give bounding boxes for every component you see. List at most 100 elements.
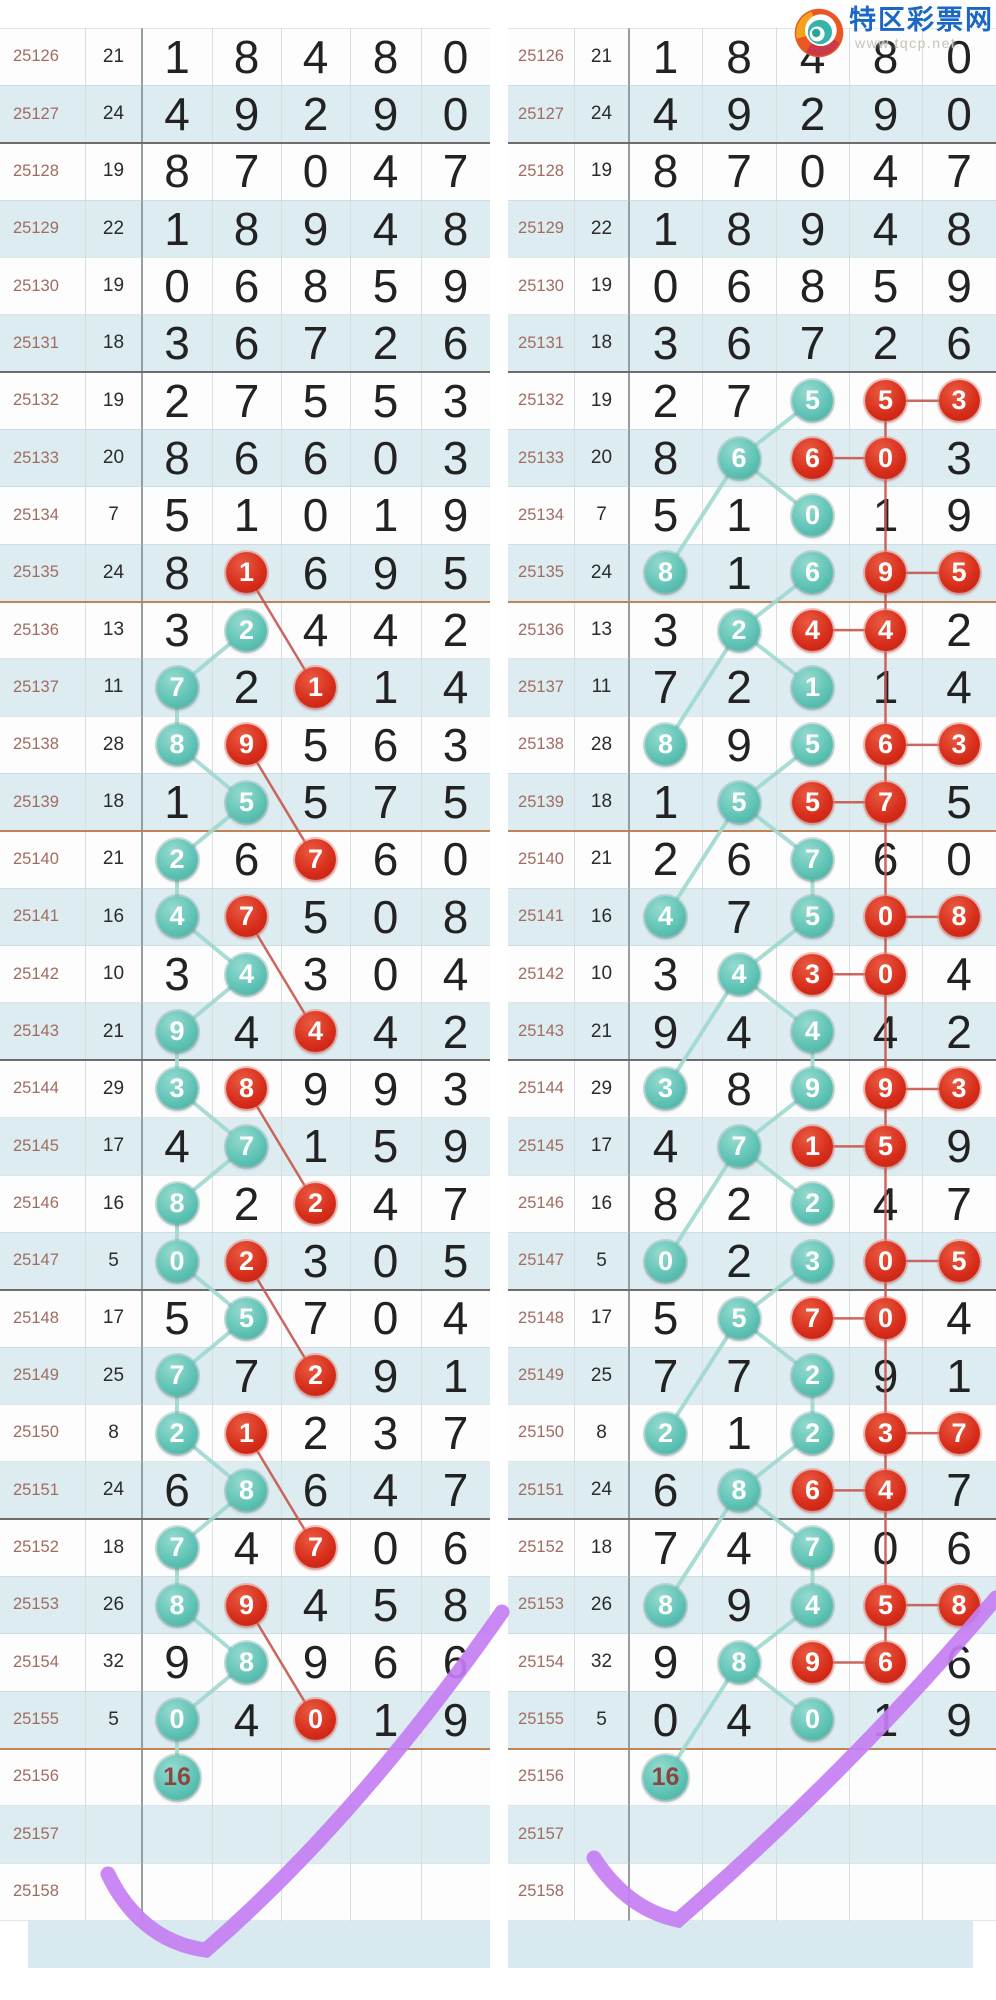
digit-cell: 2 — [233, 1177, 260, 1230]
trend-circle-red: 5 — [865, 1125, 906, 1167]
digit-cell: 5 — [302, 374, 329, 427]
digit-cell: 8 — [652, 1177, 679, 1230]
trend-circle-teal: 8 — [645, 1584, 686, 1626]
period-cell: 25150 — [518, 1423, 564, 1442]
digit-cell: 1 — [164, 30, 190, 83]
grid-hline — [508, 314, 996, 316]
sum-cell: 19 — [102, 160, 125, 182]
trend-circle-teal: 6 — [792, 552, 833, 594]
group-separator-line — [508, 1059, 996, 1062]
group-separator-line — [508, 1518, 996, 1521]
digit-cell: 4 — [652, 88, 679, 141]
digit-cell: 3 — [302, 948, 329, 1001]
table-row: 25131 18 3 6 7 2 6 — [508, 314, 996, 373]
digit-cell: 6 — [372, 833, 399, 886]
digit-cell: 9 — [946, 1120, 972, 1173]
digit-cell: 4 — [302, 30, 329, 83]
trend-circle-teal: 2 — [792, 1355, 833, 1397]
grid-hline — [508, 256, 996, 258]
period-cell: 25127 — [518, 104, 564, 123]
digit-cell: 7 — [726, 1349, 752, 1402]
sum-cell: 8 — [596, 1421, 607, 1443]
trend-circle-teal: 8 — [718, 1641, 760, 1683]
sum-cell: 17 — [590, 1307, 613, 1329]
group-separator-line — [0, 600, 490, 603]
grid-hline — [508, 658, 996, 660]
digit-cell: 5 — [372, 260, 399, 313]
sum-cell: 21 — [590, 848, 613, 870]
digit-cell: 6 — [946, 317, 972, 370]
trend-circle-red: 5 — [938, 552, 980, 594]
left-trend-table: 25126 21 1 8 4 8 0 25127 24 4 9 2 9 0 25128 19 8 7 0 4 7 2512… — [0, 27, 490, 1969]
period-cell: 25154 — [518, 1652, 564, 1671]
trend-circle-teal: 7 — [226, 1125, 267, 1167]
digit-cell: 0 — [302, 145, 329, 198]
digit-cell: 4 — [726, 1521, 752, 1574]
digit-cell: 4 — [372, 1177, 399, 1230]
grid-vline — [921, 28, 923, 1921]
digit-cell: 2 — [726, 1177, 752, 1230]
period-cell: 25144 — [13, 1079, 59, 1098]
period-cell: 25158 — [518, 1882, 564, 1901]
digit-cell: 1 — [372, 661, 399, 714]
grid-hline — [508, 945, 996, 947]
grid-hline — [508, 428, 996, 430]
sum-cell: 16 — [590, 1192, 613, 1214]
trend-circle-red: 2 — [295, 1183, 336, 1225]
period-cell: 25132 — [13, 391, 59, 410]
site-logo[interactable]: 特区彩票网 www.tqcp.net — [791, 5, 994, 66]
trend-circle-teal: 4 — [792, 1011, 833, 1053]
period-cell: 25132 — [518, 391, 564, 410]
sum-cell: 22 — [590, 217, 613, 239]
trend-circle-teal: 5 — [718, 781, 760, 823]
grid-hline — [0, 945, 490, 947]
sum-cell: 18 — [102, 791, 125, 813]
period-cell: 25156 — [518, 1767, 564, 1786]
trend-circle-red: 0 — [865, 1240, 906, 1282]
table-row: 25130 19 0 6 8 5 9 — [0, 257, 490, 315]
digit-cell: 3 — [164, 604, 190, 657]
sum-cell: 7 — [108, 504, 119, 526]
sum-cell: 18 — [590, 1536, 613, 1558]
period-cell: 25155 — [13, 1710, 59, 1729]
trend-circle-red: 3 — [865, 1412, 906, 1454]
trend-circle-red: 1 — [226, 552, 267, 594]
period-cell: 25151 — [13, 1480, 59, 1499]
trend-circle-teal: 0 — [645, 1240, 686, 1282]
trend-circle-teal: 8 — [156, 1183, 198, 1225]
trend-circle-teal: 8 — [156, 724, 198, 766]
digit-cell: 9 — [372, 88, 399, 141]
digit-cell: 5 — [302, 718, 329, 771]
trend-circle-red: 4 — [792, 609, 833, 651]
sum-cell: 24 — [590, 103, 613, 125]
digit-cell: 9 — [442, 260, 469, 313]
grid-hline — [508, 1174, 996, 1176]
sum-cell: 16 — [102, 905, 125, 927]
sum-cell: 17 — [102, 1307, 125, 1329]
trend-line — [663, 1145, 741, 1263]
digit-cell: 6 — [233, 260, 260, 313]
sum-cell: 5 — [596, 1249, 607, 1271]
trend-circle-red: 2 — [226, 1240, 267, 1282]
digit-cell: 8 — [442, 202, 469, 255]
trend-circle-teal: 2 — [792, 1412, 833, 1454]
table-row: 25126 21 1 8 4 8 0 — [508, 28, 996, 86]
period-cell: 25134 — [13, 505, 59, 524]
sum-cell: 20 — [590, 447, 613, 469]
digit-cell: 7 — [726, 145, 752, 198]
trend-circle-red: 7 — [865, 781, 906, 823]
trend-line — [663, 801, 741, 919]
digit-cell: 0 — [946, 833, 972, 886]
digit-cell: 8 — [372, 30, 399, 83]
digit-cell: 9 — [799, 202, 826, 255]
trend-circle-red: 5 — [938, 1240, 980, 1282]
digit-cell: 7 — [233, 1349, 260, 1402]
period-cell: 25148 — [518, 1308, 564, 1327]
grid-hline — [0, 1117, 490, 1119]
trend-circle-red: 0 — [865, 437, 906, 479]
trend-circle-red: 9 — [226, 724, 267, 766]
grid-hline — [0, 256, 490, 258]
digit-cell: 6 — [442, 1521, 469, 1574]
sum-cell: 5 — [108, 1249, 119, 1271]
trend-line — [245, 744, 317, 861]
